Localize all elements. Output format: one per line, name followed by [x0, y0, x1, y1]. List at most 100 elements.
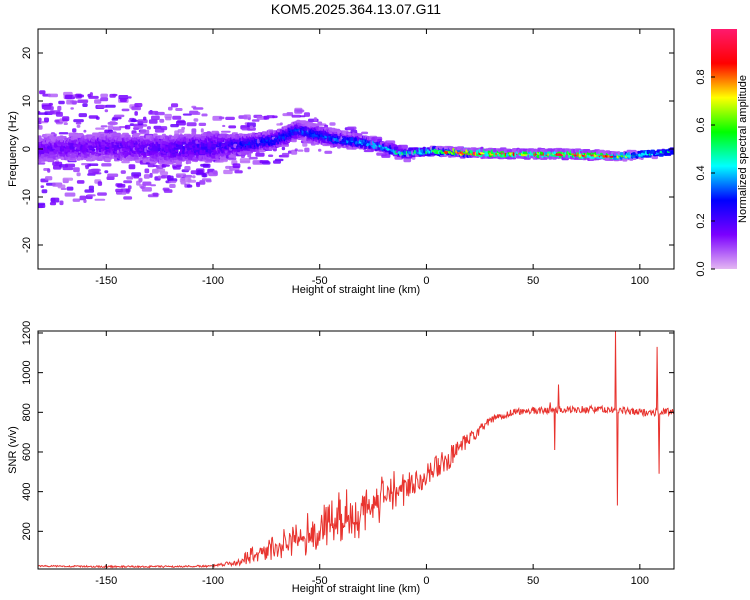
- spectrogram-cell: [146, 126, 151, 130]
- spectrogram-cell: [76, 124, 81, 128]
- spectrogram-cell: [121, 108, 130, 112]
- spectrogram-cell: [247, 152, 252, 158]
- spectrogram-cell: [201, 113, 208, 117]
- spectrogram-cell: [127, 96, 132, 99]
- spectrogram-cell: [59, 200, 64, 206]
- spectrogram-cell: [119, 98, 127, 102]
- spectrogram-cell: [324, 150, 333, 154]
- spectrogram-cell: [168, 180, 177, 184]
- spectrogram-cell: [116, 192, 127, 195]
- spectrogram-cell: [281, 146, 286, 151]
- spectrogram-cell: [168, 106, 173, 111]
- spectrogram-cell: [151, 115, 160, 120]
- spectrogram-cell: [163, 189, 173, 193]
- spectrogram-cell: [91, 151, 96, 154]
- spectrogram-cell: [65, 94, 75, 100]
- spectrogram-cell: [77, 94, 84, 98]
- snr-y-tick-label: 600: [21, 443, 33, 461]
- colorbar-label: Normalized spectral amplitude: [737, 75, 749, 223]
- spectrogram-x-tick-label: -150: [95, 275, 117, 287]
- spectrogram-cell: [272, 115, 278, 119]
- spectrogram-cell: [201, 172, 208, 178]
- snr-x-tick-label: -100: [202, 575, 224, 587]
- spectrogram-cell: [126, 176, 134, 180]
- spectrogram-cell: [281, 152, 290, 158]
- spectrogram-cell: [58, 132, 69, 135]
- spectrogram-cell: [38, 117, 42, 122]
- colorbar-tick-label: 0.2: [695, 213, 707, 228]
- spectrogram-cell: [148, 119, 158, 124]
- spectrogram-cell: [57, 105, 62, 111]
- spectrogram-cell: [131, 106, 141, 111]
- spectrogram-cell: [160, 126, 168, 131]
- spectrogram-cell: [58, 100, 65, 105]
- spectrogram-cell: [113, 132, 121, 136]
- spectrogram-cell: [134, 111, 138, 116]
- spectrogram-cell: [303, 112, 310, 117]
- spectrogram-cell: [193, 118, 199, 122]
- spectrogram-cell: [159, 118, 165, 123]
- spectrogram-cell: [125, 191, 130, 194]
- spectrogram-cell: [187, 160, 192, 164]
- spectrogram-cell: [143, 116, 147, 121]
- spectrogram-cell: [176, 120, 186, 126]
- spectrogram-cell: [120, 170, 126, 174]
- spectrogram-cell: [317, 123, 327, 126]
- snr-frame: [37, 330, 675, 570]
- spectrogram-x-tick-label: -50: [312, 275, 328, 287]
- spectrogram-cell: [149, 172, 153, 178]
- spectrogram-y-tick-label: -10: [21, 189, 33, 205]
- spectrogram-cell: [225, 116, 235, 120]
- spectrogram-cell: [62, 167, 74, 171]
- spectrogram-cell: [304, 147, 310, 153]
- snr-y-axis-label: SNR (v/v): [7, 426, 19, 474]
- spectrogram-heatmap: [38, 90, 674, 209]
- spectrogram-cell: [171, 103, 179, 108]
- spectrogram-cell: [212, 170, 218, 175]
- chart-title: KOM5.2025.364.13.07.G11: [271, 1, 441, 17]
- spectrogram-cell: [97, 181, 103, 186]
- spectrogram-cell: [152, 192, 159, 197]
- spectrogram-cell: [273, 160, 281, 164]
- spectrogram-cell: [191, 128, 197, 134]
- spectrogram-cell: [105, 104, 116, 108]
- spectrogram-cell: [128, 164, 136, 170]
- spectrogram-y-tick-label: 10: [21, 95, 33, 107]
- snr-x-axis-label: Height of straight line (km): [292, 583, 420, 595]
- spectrogram-cell: [182, 113, 192, 116]
- spectrogram-cell: [247, 117, 251, 121]
- spectrogram-x-tick-label: 50: [527, 275, 539, 287]
- spectrogram-cell: [38, 162, 46, 165]
- spectrogram-cell: [176, 164, 182, 167]
- spectrogram-cell: [100, 93, 108, 98]
- spectrogram-cell: [262, 161, 271, 165]
- spectrogram-cell: [308, 118, 319, 122]
- spectrogram-cell: [239, 160, 251, 164]
- spectrogram-cell: [100, 97, 109, 102]
- spectrogram-cell: [123, 196, 133, 200]
- spectrogram-cell: [347, 126, 357, 130]
- spectrogram-cell: [142, 124, 148, 127]
- spectrogram-cell: [123, 180, 133, 184]
- spectrogram-cell: [125, 188, 130, 192]
- spectrogram-cell: [246, 122, 256, 128]
- spectrogram-cell: [62, 116, 70, 122]
- spectrogram-cell: [40, 185, 45, 188]
- spectrogram-cell: [153, 125, 162, 130]
- spectrogram-cell: [112, 116, 122, 120]
- spectrogram-cell: [57, 184, 66, 189]
- spectrogram-x-axis-label: Height of straight line (km): [292, 284, 420, 296]
- spectrogram-cell: [294, 148, 298, 152]
- spectrogram-cell: [159, 171, 169, 175]
- spectrogram-cell: [62, 177, 74, 181]
- spectrogram-cell: [82, 103, 88, 107]
- spectrogram-cell: [38, 138, 44, 142]
- spectrogram-cell: [88, 95, 99, 99]
- spectrogram-cell: [63, 122, 68, 125]
- spectrogram-cell: [249, 125, 254, 130]
- spectrogram-cell: [107, 173, 119, 177]
- snr-ticks: -150 -100 -50 0 50 100 200 400 600 800 1000 1200: [21, 321, 674, 587]
- spectrogram-cell: [223, 169, 233, 175]
- spectrogram-cell: [38, 125, 43, 130]
- snr-y-tick-label: 400: [21, 482, 33, 500]
